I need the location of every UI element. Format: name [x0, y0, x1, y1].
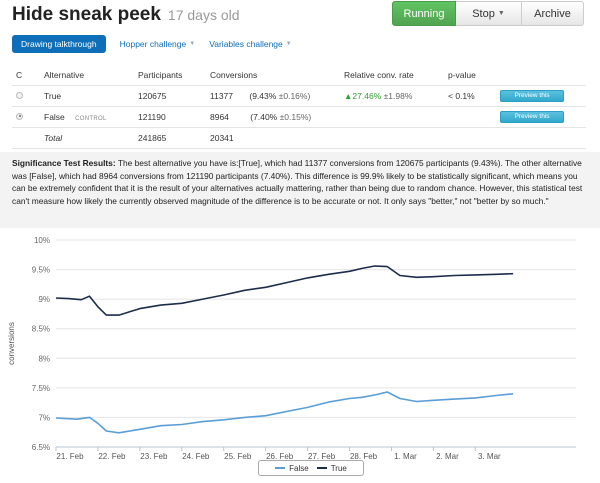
- tab-hopper-challenge[interactable]: Hopper challenge ▼: [120, 35, 196, 53]
- tab-label: Variables challenge: [209, 39, 283, 49]
- results-table: C Alternative Participants Conversions R…: [12, 66, 586, 149]
- alternative-radio[interactable]: [16, 112, 23, 120]
- y-tick-label: 10%: [34, 236, 50, 245]
- column-header-c: C: [16, 70, 23, 81]
- legend-label-true: True: [330, 463, 347, 473]
- y-tick-label: 9%: [38, 295, 50, 304]
- pvalue-cell: < 0.1%: [444, 84, 496, 106]
- tab-label: Hopper challenge: [119, 39, 187, 49]
- chart-grid: [56, 239, 576, 448]
- chart-legend: False True: [258, 460, 364, 476]
- table-row: True 120675 11377 (9.43% ±0.16%) ▲27.46%…: [12, 84, 586, 106]
- x-tick-label: 26. Feb: [266, 452, 294, 461]
- y-tick-label: 7%: [38, 413, 50, 422]
- x-tick-label: 1. Mar: [394, 452, 417, 461]
- table-total-row: Total 241865 20341: [12, 126, 586, 149]
- significance-text: The best alternative you have is:[True],…: [12, 158, 583, 207]
- archive-button[interactable]: Archive: [522, 1, 584, 26]
- conversions-value: 8964: [210, 111, 229, 122]
- conversion-rate: (9.43%: [249, 90, 277, 101]
- chevron-down-icon: ▼: [189, 41, 196, 47]
- column-header-participants: Participants: [138, 70, 183, 81]
- column-header-relative-rate: Relative conv. rate: [344, 70, 414, 81]
- total-label: Total: [40, 126, 134, 149]
- total-conversions: 20341: [206, 126, 340, 149]
- pvalue-cell: [444, 105, 496, 127]
- running-button[interactable]: Running: [392, 1, 456, 26]
- legend-label-false: False: [289, 463, 309, 473]
- conversion-rate: (7.40%: [250, 111, 278, 122]
- chevron-down-icon: ▼: [497, 10, 505, 17]
- legend-item-false[interactable]: False: [275, 464, 309, 473]
- conversion-chart-svg: 10% 9.5% 9% 8.5% 8% 7.5% 7% 6.5% 21. Feb 22. Feb…: [7, 236, 576, 461]
- y-tick-label: 8%: [38, 354, 50, 363]
- chart-series: [55, 265, 514, 434]
- table-header-row: C Alternative Participants Conversions R…: [12, 66, 586, 85]
- experiment-actions: Running Stop ▼ Archive: [392, 1, 584, 26]
- series-line-false: [55, 391, 514, 434]
- experiment-tabs: Drawing talkthrough Hopper challenge ▼ V…: [12, 35, 306, 53]
- significance-panel: Significance Test Results: The best alte…: [0, 152, 600, 228]
- column-header-preview: [496, 66, 586, 85]
- alternative-radio[interactable]: [16, 91, 23, 99]
- preview-button[interactable]: Preview this: [500, 90, 564, 102]
- x-tick-label: 22. Feb: [98, 452, 126, 461]
- alternative-name: True: [44, 90, 62, 101]
- x-axis-ticks: 21. Feb 22. Feb 23. Feb 24. Feb 25. Feb 26. F…: [55, 447, 501, 461]
- tab-drawing-talkthrough[interactable]: Drawing talkthrough: [12, 35, 106, 53]
- series-line-true: [55, 265, 514, 316]
- conversions-value: 11377: [210, 90, 234, 101]
- relative-rate: ▲27.46%: [344, 90, 382, 101]
- chevron-down-icon: ▼: [285, 41, 292, 47]
- relative-rate-error: ±1.98%: [383, 90, 413, 101]
- conversion-rate-error: ±0.15%): [279, 111, 312, 122]
- alternative-name: False: [44, 111, 65, 122]
- total-participants: 241865: [134, 126, 206, 149]
- conversion-rate-error: ±0.16%): [278, 90, 311, 101]
- participants-cell: 120675: [134, 84, 206, 106]
- x-tick-label: 25. Feb: [224, 452, 252, 461]
- page-title: Hide sneak peek: [12, 4, 161, 25]
- x-tick-label: 3. Mar: [478, 452, 501, 461]
- y-tick-label: 6.5%: [32, 443, 50, 452]
- stop-label: Stop: [472, 7, 495, 20]
- column-header-conversions: Conversions: [210, 70, 258, 81]
- x-tick-label: 27. Feb: [308, 452, 336, 461]
- legend-swatch-false: [275, 467, 286, 469]
- experiment-age: 17 days old: [167, 7, 240, 23]
- x-tick-label: 28. Feb: [350, 452, 378, 461]
- y-tick-label: 7.5%: [32, 384, 50, 393]
- tab-variables-challenge[interactable]: Variables challenge ▼: [209, 35, 292, 53]
- x-tick-label: 21. Feb: [56, 452, 84, 461]
- column-header-alternative: Alternative: [44, 70, 85, 81]
- participants-cell: 121190: [134, 105, 206, 127]
- x-tick-label: 23. Feb: [140, 452, 168, 461]
- page-header: Hide sneak peek 17 days old: [12, 4, 240, 26]
- conversion-chart: 10% 9.5% 9% 8.5% 8% 7.5% 7% 6.5% 21. Feb 22. Feb…: [0, 229, 600, 483]
- preview-button[interactable]: Preview this: [500, 111, 564, 123]
- significance-heading: Significance Test Results:: [12, 158, 116, 168]
- y-tick-label: 8.5%: [32, 325, 50, 334]
- y-tick-label: 9.5%: [32, 266, 50, 275]
- y-axis-label: conversions: [7, 322, 16, 365]
- control-badge: CONTROL: [75, 115, 107, 122]
- x-tick-label: 24. Feb: [182, 452, 210, 461]
- column-header-pvalue: p-value: [448, 70, 476, 81]
- tab-label: Drawing talkthrough: [21, 39, 97, 49]
- table-row: False CONTROL 121190 8964 (7.40% ±0.15%)…: [12, 105, 586, 127]
- x-tick-label: 2. Mar: [436, 452, 459, 461]
- stop-button[interactable]: Stop ▼: [456, 1, 522, 26]
- y-axis-ticks: 10% 9.5% 9% 8.5% 8% 7.5% 7% 6.5%: [32, 236, 50, 452]
- legend-item-true[interactable]: True: [316, 463, 347, 473]
- legend-swatch-true: [316, 467, 327, 469]
